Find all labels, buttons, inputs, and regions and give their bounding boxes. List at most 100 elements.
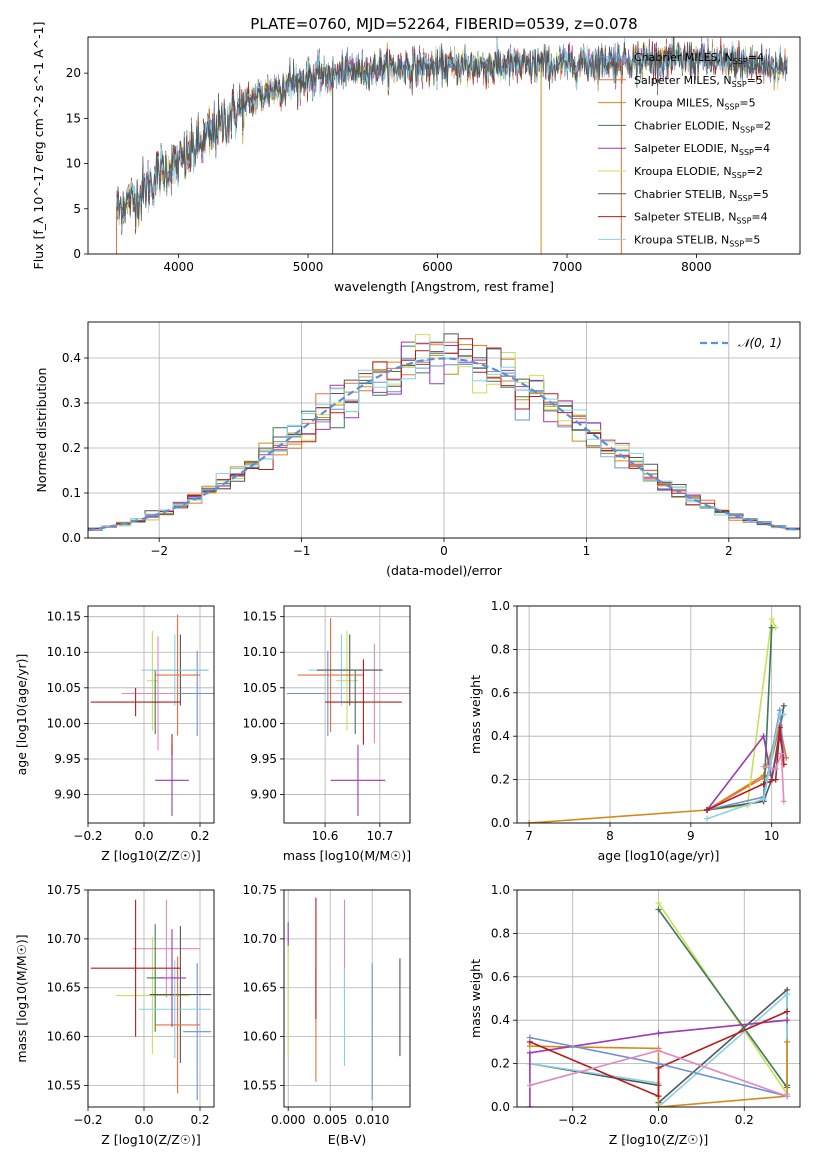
mass-vs-Z-plot-area — [90, 899, 212, 1101]
legend-entry: Chabrier ELODIE, NSSP=2 — [634, 119, 771, 134]
errorbar-point — [155, 744, 189, 816]
weight-point-marker — [655, 900, 662, 907]
spectrum-axes: 4000 5000 6000 7000 8000 0 5 10 15 20 wavelength [… — [31, 22, 801, 294]
y-tick-label: 0.0 — [491, 1100, 510, 1114]
y-tick-label: 9.95 — [250, 752, 277, 766]
y-tick-label: 0.4 — [491, 1013, 510, 1027]
spectrum-plot-area — [115, 37, 788, 254]
errorbar-point — [316, 634, 383, 706]
errorbar-point — [297, 618, 364, 732]
y-tick-label: 10.10 — [243, 645, 277, 659]
legend-entry: Salpeter STELIB, NSSP=4 — [634, 211, 768, 226]
errorbar-point — [149, 926, 212, 1064]
y-tick-label: 0.4 — [491, 729, 510, 743]
y-tick-label: 0 — [73, 247, 81, 261]
age-vs-Z-axes: −0.2 0.0 0.2 9.90 9.95 10.00 10.05 10.10 10.15 Z … — [14, 605, 215, 863]
x-tick-label: 0 — [440, 544, 448, 558]
y-tick-label: 5 — [73, 202, 81, 216]
x-tick-label: 8000 — [681, 260, 712, 274]
y-tick-label: 0.2 — [491, 773, 510, 787]
mass-vs-ebv-plot-area — [287, 897, 401, 1101]
y-tick-label: 10.65 — [47, 981, 81, 995]
weight-vs-age-frame — [516, 605, 801, 824]
y-tick-label: 10.00 — [47, 716, 81, 730]
y-tick-label: 0.1 — [62, 486, 81, 500]
weight-point-marker — [780, 702, 787, 709]
x-tick-label: −0.2 — [73, 829, 102, 843]
errorbar-point — [336, 630, 358, 731]
age-vs-mass-plot-area — [286, 618, 410, 816]
y-tick-label: 0.6 — [491, 686, 510, 700]
y-tick-label: 10.60 — [243, 1030, 277, 1044]
y-tick-label: 10.70 — [47, 932, 81, 946]
y-tick-label: 10.55 — [47, 1078, 81, 1092]
weight-series-line — [706, 705, 785, 811]
y-tick-label: 10.75 — [47, 883, 81, 897]
mass-vs-ebv-axes: 0.000 0.005 0.010 10.55 10.60 10.65 10.70 10.75… — [243, 883, 411, 1147]
y-tick-label: 0.0 — [62, 531, 81, 545]
x-tick-label: 0.0 — [134, 1113, 153, 1127]
x-tick-label: 7000 — [552, 260, 583, 274]
figure-title: PLATE=0760, MJD=52264, FIBERID=0539, z=0… — [250, 15, 637, 33]
y-tick-label: 10.05 — [47, 681, 81, 695]
residual-histogram-frame — [87, 321, 801, 539]
errorbar-point — [116, 936, 189, 1055]
legend-entry: Kroupa MILES, NSSP=5 — [634, 97, 756, 112]
x-tick-label: 1 — [583, 544, 591, 558]
y-tick-label: 10.55 — [243, 1078, 277, 1092]
y-tick-label: 10 — [66, 157, 81, 171]
x-tick-label: 0.2 — [190, 829, 209, 843]
y-tick-label: 9.90 — [250, 788, 277, 802]
y-tick-label: 20 — [66, 66, 81, 80]
x-tick-label: 0.005 — [313, 1113, 347, 1127]
x-tick-label: 0.2 — [735, 1113, 754, 1127]
weight-point-marker — [655, 1060, 662, 1067]
weight-series-line — [529, 1019, 788, 1107]
weight-vs-Z-axes: −0.2 0.0 0.2 0.0 0.2 0.4 0.6 0.8 1.0 Z [log10(Z/Z… — [468, 883, 801, 1147]
y-tick-label: 10.75 — [243, 883, 277, 897]
errorbar-point — [155, 614, 200, 736]
y-tick-label: 0.4 — [62, 351, 81, 365]
y-tick-label: 10.10 — [47, 645, 81, 659]
weight-point-marker — [768, 616, 775, 623]
weight-series-line — [657, 909, 788, 1088]
y-tick-label: 10.05 — [243, 681, 277, 695]
errorbar-point — [90, 687, 181, 717]
x-axis-label: E(B-V) — [328, 1132, 367, 1147]
errorbar-point — [132, 899, 200, 998]
y-axis-label: mass weight — [468, 675, 483, 754]
legend-entry: Salpeter ELODIE, NSSP=4 — [634, 142, 770, 157]
errorbar-point — [177, 650, 214, 737]
weight-point-marker — [760, 780, 767, 787]
errorbar-point — [325, 643, 410, 744]
errorbar-point — [90, 899, 181, 1037]
age-vs-Z-plot-area — [90, 614, 214, 816]
y-axis-label: mass [log10(M/M☉)] — [14, 934, 29, 1062]
residual-histogram-axes: −2 −1 0 1 2 0.0 0.1 0.2 0.3 0.4 (data-model)/error… — [34, 321, 801, 578]
x-axis-label: age [log10(age/yr)] — [598, 848, 720, 863]
weight-series-line — [529, 1041, 788, 1107]
x-tick-label: 6000 — [422, 260, 453, 274]
y-axis-label: mass weight — [468, 959, 483, 1038]
weight-point-marker — [772, 765, 779, 772]
weight-point-marker — [526, 1034, 533, 1041]
x-axis-label: (data-model)/error — [386, 563, 503, 578]
weight-point-marker — [760, 763, 767, 770]
weight-point-marker — [780, 798, 787, 805]
legend-entry: Kroupa ELODIE, NSSP=2 — [634, 165, 763, 180]
mass-vs-ebv-frame — [283, 889, 411, 1108]
y-tick-label: 0.6 — [491, 970, 510, 984]
y-tick-label: 9.90 — [54, 788, 81, 802]
x-tick-label: 10 — [764, 829, 779, 843]
x-tick-label: −1 — [293, 544, 311, 558]
x-axis-label: Z [log10(Z/Z☉)] — [101, 848, 201, 863]
weight-vs-age-plot-area — [526, 616, 790, 823]
y-tick-label: 0.8 — [491, 926, 510, 940]
x-tick-label: 5000 — [293, 260, 324, 274]
weight-point-marker — [784, 1093, 791, 1100]
weight-point-marker — [760, 796, 767, 803]
x-tick-label: 8 — [606, 829, 614, 843]
weight-series-line — [529, 992, 788, 1107]
weight-point-marker — [655, 1030, 662, 1037]
